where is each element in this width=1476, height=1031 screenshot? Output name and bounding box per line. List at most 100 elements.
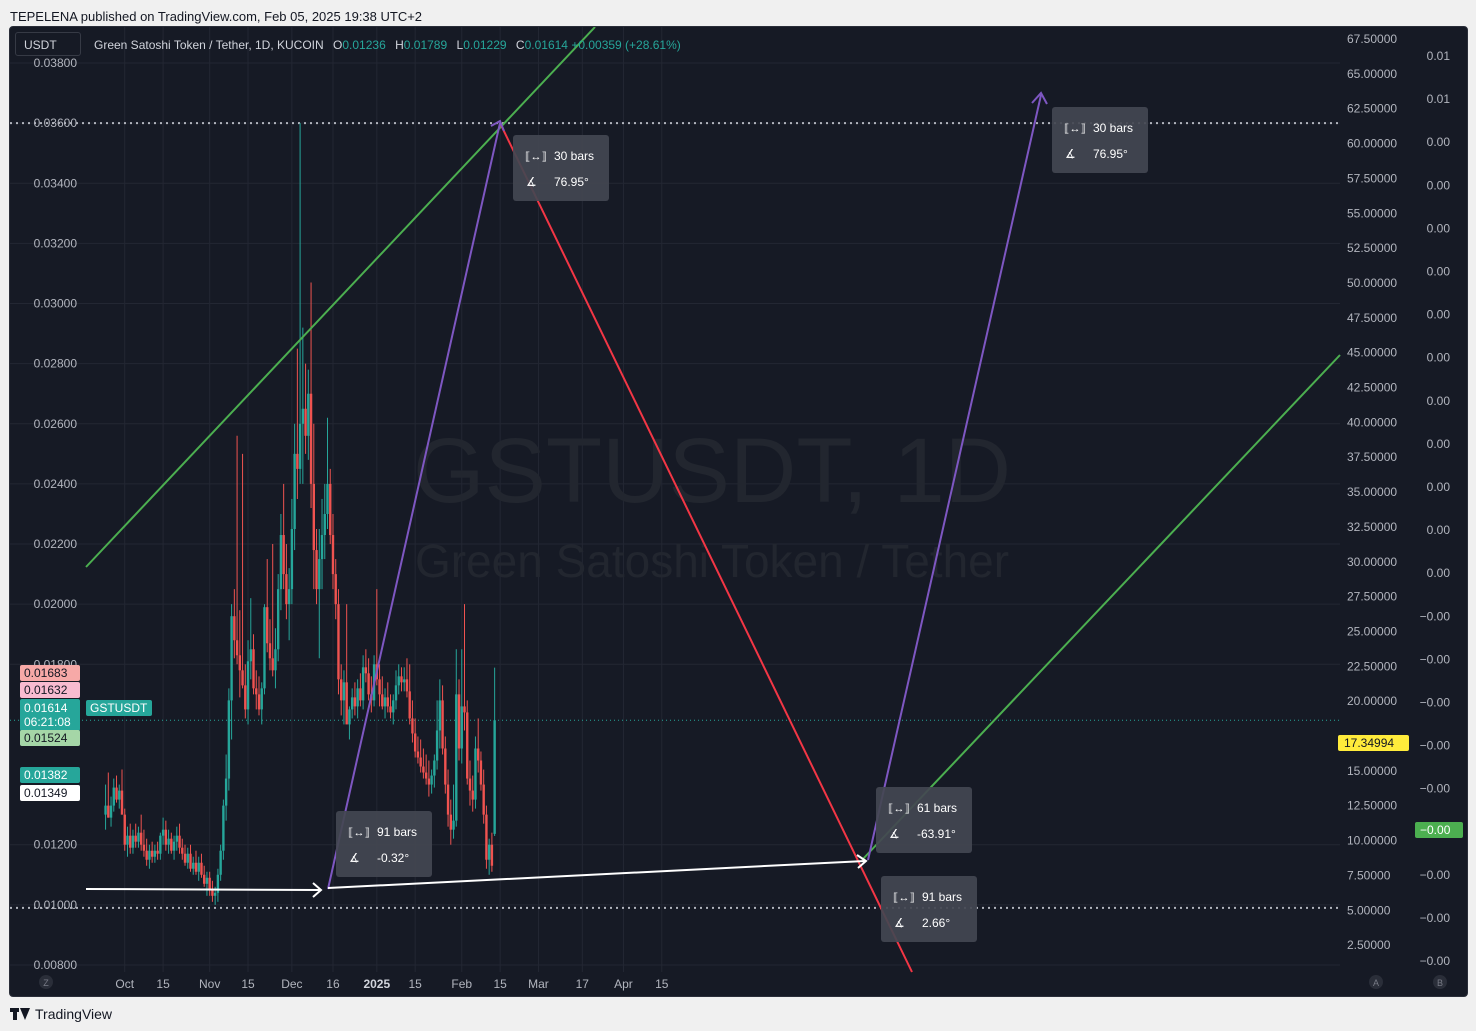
mid-axis-tick: 67.50000 (1347, 32, 1397, 46)
candle-body (326, 483, 329, 514)
candle (397, 664, 400, 695)
candle-body (487, 844, 491, 860)
candle (438, 679, 442, 749)
candle (309, 282, 313, 508)
candle (197, 856, 200, 881)
candle (422, 748, 425, 779)
candle-body (449, 814, 452, 830)
candle-body (252, 649, 255, 689)
mid-price-axis: 67.50000 65.00000 62.50000 60.00000 57.50000… (1338, 32, 1409, 952)
candle-body (315, 550, 318, 590)
candle-body (411, 718, 414, 734)
mid-axis-tick: 32.50000 (1347, 520, 1397, 534)
candle-body (241, 670, 244, 686)
candle-body (260, 688, 263, 710)
candle-body (227, 700, 231, 779)
legend-open: 0.01236 (342, 38, 386, 52)
candle-body (244, 685, 247, 710)
candle-body (271, 658, 274, 671)
left-axis-tick: 0.02200 (34, 537, 78, 551)
candle (282, 483, 285, 590)
candle-body (444, 748, 447, 785)
candle-body (194, 862, 198, 872)
chart-frame[interactable]: GSTUSDT, 1D Green Satoshi Token / Tether … (9, 26, 1468, 997)
candle (441, 685, 444, 755)
candle (285, 544, 288, 620)
candle-body (293, 453, 296, 530)
mid-axis-tick: 55.00000 (1347, 206, 1397, 220)
candle (189, 844, 192, 872)
angle-icon: ∡ (894, 916, 905, 930)
time-axis-label: 16 (326, 977, 340, 991)
currency-selector[interactable]: USDT (15, 32, 81, 56)
candle-body (348, 709, 351, 725)
candle (205, 871, 209, 896)
left-axis-tick: 0.03200 (34, 236, 78, 250)
candle (257, 676, 261, 716)
candle-body (477, 748, 480, 761)
drawings (85, 27, 1341, 973)
candle (479, 751, 483, 791)
axis-button-bg (1369, 975, 1383, 989)
candle (334, 559, 337, 620)
candle (150, 841, 154, 863)
candle-body (482, 784, 485, 815)
time-axis-label: Feb (451, 977, 472, 991)
mid-axis-tick: 10.00000 (1347, 834, 1397, 848)
left-axis-tick: 0.03600 (34, 116, 78, 130)
bars-range-icon: ⟦↔⟧ (893, 892, 915, 904)
candle-body (255, 688, 258, 695)
candle (293, 423, 296, 551)
mid-axis-badge-bg (1338, 735, 1409, 751)
candle (394, 670, 398, 710)
candle-body (474, 748, 477, 800)
candle (186, 847, 189, 869)
bars-range-icon: ⟦↔⟧ (525, 151, 547, 163)
red-trend-line (499, 122, 913, 973)
candle (307, 369, 310, 460)
right-axis-tick: 0.00 (1427, 308, 1451, 322)
green-trend-line-upper (85, 27, 596, 568)
right-axis-tick: 0.01 (1427, 49, 1451, 63)
candle-body (153, 850, 157, 857)
bars-range-icon: ⟦↔⟧ (888, 803, 910, 815)
right-axis-badge: −0.00 (1415, 822, 1463, 838)
current-price-bg (20, 699, 80, 731)
candle-body (150, 850, 154, 857)
axis-button-left[interactable]: Z (39, 975, 53, 989)
mid-axis-tick: 25.00000 (1347, 624, 1397, 638)
right-axis-tick: 0.00 (1427, 523, 1451, 537)
legend-open-label: O (333, 38, 343, 52)
candle-body (457, 694, 461, 749)
candle-body (126, 835, 129, 845)
candle (411, 700, 414, 743)
candle (233, 589, 236, 659)
candle (200, 853, 203, 878)
candle-body (309, 393, 313, 484)
mid-axis-badge-value: 17.34994 (1344, 736, 1394, 750)
candle-body (485, 814, 488, 860)
candle (386, 682, 389, 713)
candle (296, 348, 299, 499)
candle (361, 655, 365, 710)
candle-body (433, 760, 436, 776)
measure-annotation: ⟦↔⟧ 30 bars ∡ 76.95° (1052, 107, 1148, 173)
mid-axis-tick: 65.00000 (1347, 67, 1397, 81)
time-axis-label: 17 (576, 977, 590, 991)
axis-button-b[interactable]: B (1433, 975, 1447, 989)
candle (107, 772, 110, 818)
candle (457, 679, 461, 761)
candle-body (263, 607, 266, 689)
axis-button-label: A (1373, 978, 1379, 988)
right-axis-tick: −0.00 (1420, 868, 1451, 882)
axis-button-bg (1433, 975, 1447, 989)
candle (230, 604, 233, 740)
candle (490, 832, 494, 872)
measure-annotation: ⟦↔⟧ 30 bars ∡ 76.95° (513, 135, 609, 201)
candle-body (342, 682, 346, 701)
price-label-white: 0.01349 (20, 785, 80, 801)
candle-body (137, 832, 140, 842)
axis-button-auto[interactable]: A (1369, 975, 1383, 989)
